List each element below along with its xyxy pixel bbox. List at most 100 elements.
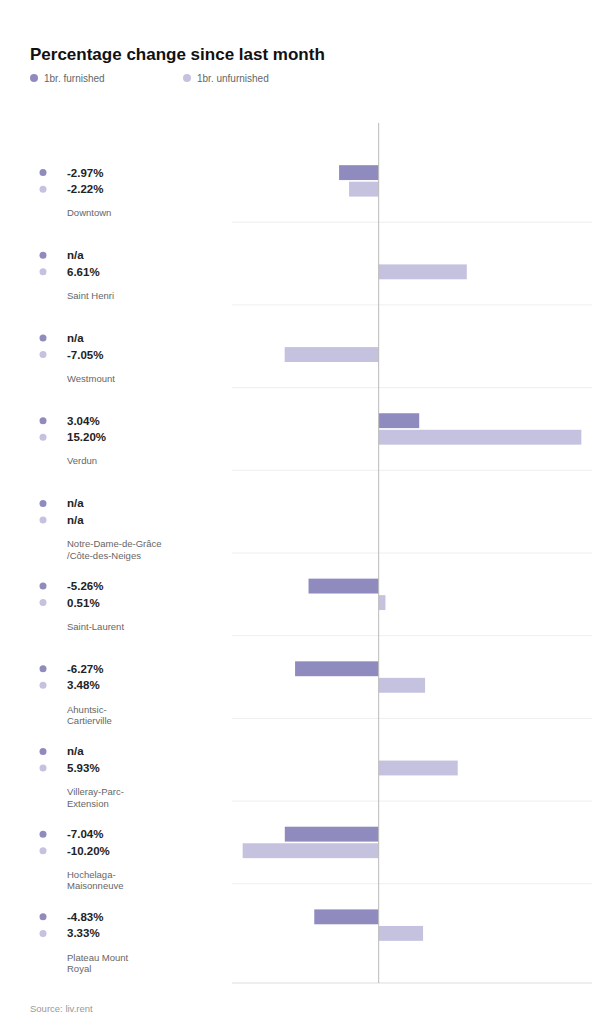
row-separator xyxy=(232,470,592,471)
row-swatch xyxy=(40,930,47,937)
category-label: Notre-Dame-de-Grâce/Côte-des-Neiges xyxy=(67,538,162,561)
data-label: 15.20% xyxy=(67,431,106,443)
data-label: n/a xyxy=(67,497,84,509)
category-label-line: Extension xyxy=(67,798,109,809)
row-swatch xyxy=(40,434,47,441)
category-label: Saint-Laurent xyxy=(67,621,124,632)
row-swatch xyxy=(40,599,47,606)
row-swatch xyxy=(40,583,47,590)
data-label: n/a xyxy=(67,332,84,344)
category-label-line: Saint Henri xyxy=(67,290,114,301)
category-label-line: Cartierville xyxy=(67,715,112,726)
category-label-line: Saint-Laurent xyxy=(67,621,124,632)
bar xyxy=(379,264,467,279)
category-label-line: Westmount xyxy=(67,373,115,384)
annotation: Source: liv.rent xyxy=(30,1003,93,1014)
row-swatch xyxy=(40,682,47,689)
data-label: -5.26% xyxy=(67,580,103,592)
bar xyxy=(379,678,425,693)
category-label-line: Verdun xyxy=(67,455,97,466)
row-separator xyxy=(232,553,592,554)
row-swatch xyxy=(40,765,47,772)
bar xyxy=(285,827,379,842)
row-swatch xyxy=(40,500,47,507)
x-axis-line xyxy=(232,983,592,984)
bar xyxy=(349,182,379,197)
row-separator xyxy=(232,222,592,223)
category-label: Hochelaga-Maisonneuve xyxy=(67,869,124,892)
data-label: 0.51% xyxy=(67,597,100,609)
data-label: -2.97% xyxy=(67,167,103,179)
category-label: Plateau MountRoyal xyxy=(67,952,129,975)
bar xyxy=(314,909,378,924)
row-swatch xyxy=(40,665,47,672)
row-swatch xyxy=(40,186,47,193)
data-label: -7.04% xyxy=(67,828,103,840)
data-label: -7.05% xyxy=(67,349,103,361)
category-label-line: Ahuntsic- xyxy=(67,704,107,715)
bar xyxy=(379,595,386,610)
bar xyxy=(379,430,582,445)
category-label: Westmount xyxy=(67,373,115,384)
legend-label: 1br. furnished xyxy=(44,73,105,84)
data-label: -4.83% xyxy=(67,911,103,923)
row-swatch xyxy=(40,169,47,176)
category-label-line: Villeray-Parc- xyxy=(67,786,124,797)
zero-line xyxy=(378,123,379,983)
row-separator xyxy=(232,718,592,719)
category-label-line: Hochelaga- xyxy=(67,869,116,880)
category-label-line: Plateau Mount xyxy=(67,952,129,963)
category-label: Verdun xyxy=(67,455,97,466)
category-label: Villeray-Parc-Extension xyxy=(67,786,124,809)
row-separator xyxy=(232,387,592,388)
data-label: 6.61% xyxy=(67,266,100,278)
row-swatch xyxy=(40,335,47,342)
category-label: Downtown xyxy=(67,207,111,218)
chart-container: Percentage change since last month 1br. f… xyxy=(0,0,610,1024)
row-swatch xyxy=(40,417,47,424)
bars xyxy=(243,165,582,941)
legend-swatch xyxy=(183,74,191,82)
legend-label: 1br. unfurnished xyxy=(197,73,269,84)
data-label: -6.27% xyxy=(67,663,103,675)
row-swatch xyxy=(40,831,47,838)
category-label-line: Downtown xyxy=(67,207,111,218)
data-label: 3.48% xyxy=(67,679,100,691)
chart-svg: Percentage change since last month 1br. f… xyxy=(0,0,610,1024)
bar xyxy=(339,165,379,180)
data-label: n/a xyxy=(67,745,84,757)
legend-swatch xyxy=(30,74,38,82)
row-separator xyxy=(232,883,592,884)
title: Percentage change since last month xyxy=(30,45,325,64)
data-label: n/a xyxy=(67,514,84,526)
bar xyxy=(285,347,379,362)
bar xyxy=(379,926,423,941)
row-swatch xyxy=(40,913,47,920)
row-separator xyxy=(232,801,592,802)
data-label: 3.33% xyxy=(67,927,100,939)
data-label: -2.22% xyxy=(67,183,103,195)
data-label: 3.04% xyxy=(67,415,100,427)
row-swatch xyxy=(40,847,47,854)
bar xyxy=(379,413,420,428)
data-label: n/a xyxy=(67,249,84,261)
row-separator xyxy=(232,635,592,636)
row-swatch xyxy=(40,268,47,275)
background xyxy=(0,0,610,1024)
row-swatch xyxy=(40,252,47,259)
row-swatch xyxy=(40,748,47,755)
category-label-line: Maisonneuve xyxy=(67,880,124,891)
bar xyxy=(243,843,379,858)
row-swatch xyxy=(40,351,47,358)
category-label: Saint Henri xyxy=(67,290,114,301)
data-label: 5.93% xyxy=(67,762,100,774)
row-separator xyxy=(232,304,592,305)
bar xyxy=(309,579,379,594)
category-label-line: /Côte-des-Neiges xyxy=(67,550,141,561)
category-label-line: Royal xyxy=(67,963,91,974)
bar xyxy=(379,761,458,776)
category-label: Ahuntsic-Cartierville xyxy=(67,704,112,727)
row-swatch xyxy=(40,516,47,523)
category-label-line: Notre-Dame-de-Grâce xyxy=(67,538,162,549)
data-label: -10.20% xyxy=(67,845,110,857)
